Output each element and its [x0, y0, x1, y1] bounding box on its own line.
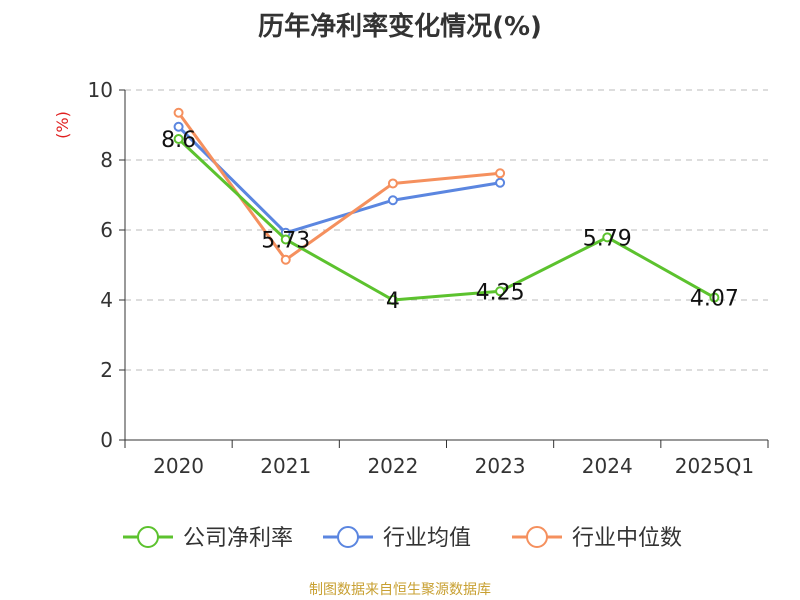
y-axis-unit-label: (%): [53, 111, 72, 139]
data-point[interactable]: [173, 134, 184, 144]
data-label: 5.73: [261, 228, 310, 253]
y-tick-label: 2: [100, 358, 113, 382]
data-point[interactable]: [709, 292, 720, 303]
legend-label: 行业中位数: [572, 526, 682, 551]
series-line-2[interactable]: [177, 111, 501, 262]
x-tick-label-2021: 2021: [260, 454, 311, 478]
data-point[interactable]: [387, 295, 398, 305]
x-tick-label-2020: 2020: [153, 454, 204, 478]
y-tick-label: 10: [88, 78, 113, 102]
x-tick-label-2025Q1: 2025Q1: [675, 454, 754, 478]
y-tick-label: 4: [100, 288, 113, 312]
axes: 0 2 4 6 8 10 (%) 2020 2021 2022 2023 2024 2025Q1: [53, 78, 769, 478]
y-tick-label: 6: [100, 218, 113, 242]
data-label: 8.6: [161, 128, 196, 153]
data-point[interactable]: [495, 168, 506, 179]
legend-marker-icon: [337, 526, 359, 548]
data-label: 4: [386, 289, 400, 314]
x-tick-label-2023: 2023: [475, 454, 526, 478]
legend-marker-icon: [526, 526, 548, 548]
data-point[interactable]: [602, 232, 613, 243]
data-point[interactable]: [173, 107, 184, 118]
data-point[interactable]: [280, 254, 291, 265]
legend-item-2[interactable]: 行业中位数: [512, 526, 682, 551]
data-point[interactable]: [495, 286, 506, 297]
legend-item-0[interactable]: 公司净利率: [123, 526, 293, 551]
legend[interactable]: 公司净利率 行业均值 行业中位数: [123, 526, 682, 551]
data-point[interactable]: [495, 177, 506, 188]
gridlines: [125, 89, 768, 371]
data-point[interactable]: [173, 121, 184, 132]
legend-label: 行业均值: [383, 526, 471, 551]
data-label: 5.79: [583, 226, 632, 251]
series-line-0[interactable]: [177, 137, 716, 302]
series-group: [173, 107, 720, 305]
y-tick-label: 8: [100, 148, 113, 172]
x-tick-label-2024: 2024: [582, 454, 633, 478]
data-label: 4.07: [690, 287, 739, 312]
data-label: 4.25: [476, 280, 525, 305]
data-point[interactable]: [387, 178, 398, 189]
source-note: 制图数据来自恒生聚源数据库: [309, 582, 491, 598]
data-labels: 8.6 5.73 4 4.25 5.79 4.07: [161, 128, 739, 314]
legend-item-1[interactable]: 行业均值: [323, 526, 471, 551]
chart-title: 历年净利率变化情况(%): [258, 12, 542, 42]
series-line-1[interactable]: [177, 125, 501, 235]
y-tick-label: 0: [100, 428, 113, 452]
data-point[interactable]: [280, 234, 291, 245]
legend-marker-icon: [137, 526, 159, 548]
x-tick-label-2022: 2022: [367, 454, 418, 478]
legend-label: 公司净利率: [183, 526, 293, 551]
data-point[interactable]: [387, 195, 398, 206]
